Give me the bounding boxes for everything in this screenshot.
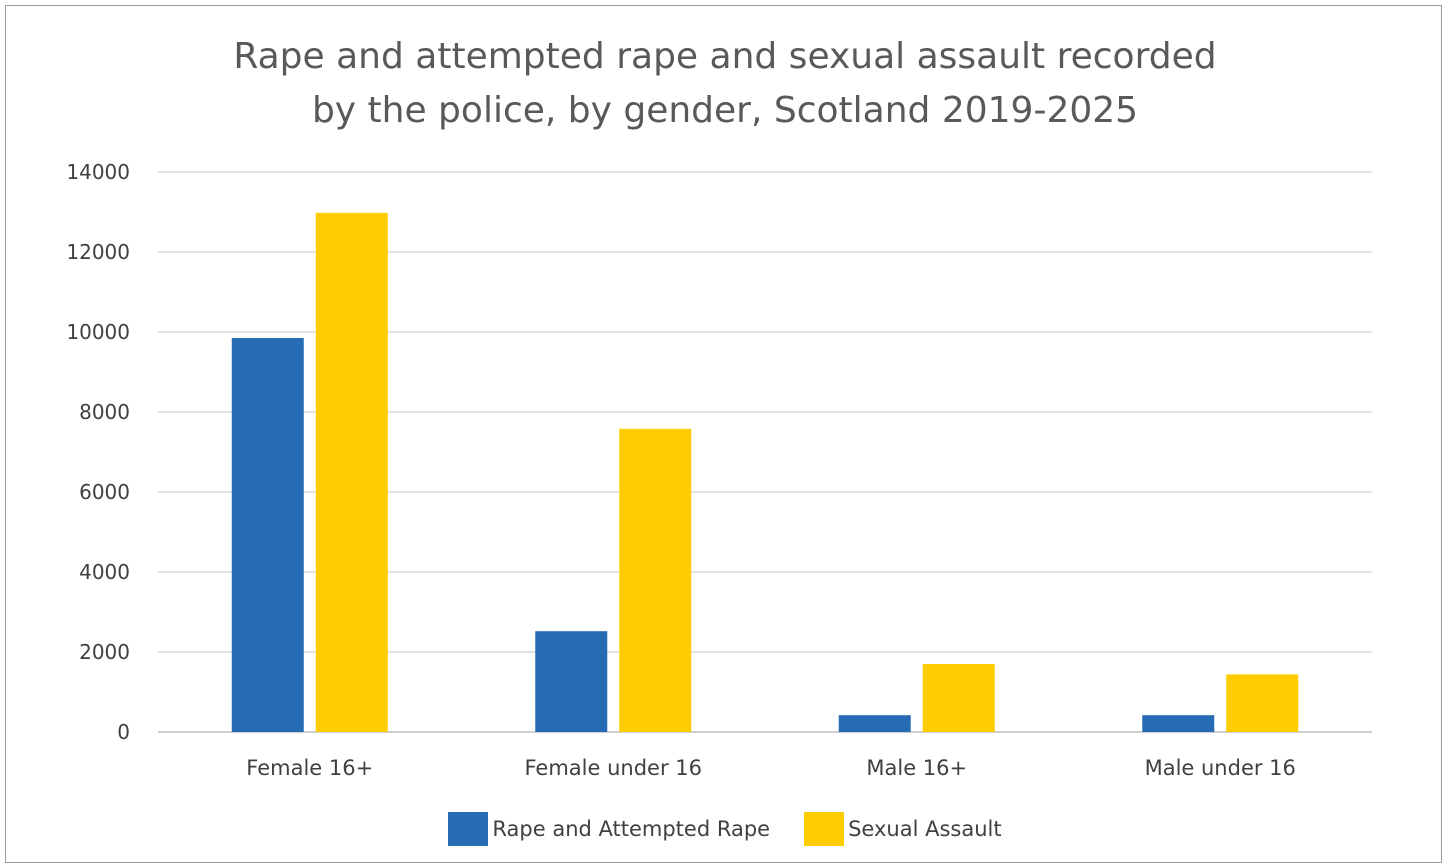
x-category-label: Female 16+ (246, 756, 373, 780)
x-category-label: Female under 16 (524, 756, 702, 780)
legend-swatch-sexual-assault (804, 812, 845, 846)
y-tick-label: 6000 (79, 480, 130, 504)
bar-sexual-assault (1226, 674, 1299, 732)
legend-label-rape: Rape and Attempted Rape (492, 817, 771, 841)
y-tick-label: 10000 (66, 320, 130, 344)
legend-swatch-rape (448, 812, 489, 846)
legend-label-sexual-assault: Sexual Assault (848, 817, 1002, 841)
x-category-label: Male 16+ (866, 756, 967, 780)
bar-rape (535, 631, 608, 732)
legend: Rape and Attempted Rape Sexual Assault (0, 812, 1450, 846)
chart-title-line-1: Rape and attempted rape and sexual assau… (233, 36, 1217, 77)
y-tick-label: 2000 (79, 640, 130, 664)
y-tick-label: 8000 (79, 400, 130, 424)
bar-rape (1142, 715, 1215, 732)
y-tick-label: 14000 (66, 160, 130, 184)
chart-title-line-2: by the police, by gender, Scotland 2019-… (311, 90, 1139, 131)
bar-sexual-assault (619, 428, 692, 732)
chart-title: Rape and attempted rape and sexual assau… (0, 30, 1450, 138)
legend-item-rape: Rape and Attempted Rape (448, 812, 770, 846)
y-tick-label: 12000 (66, 240, 130, 264)
bar-sexual-assault (922, 664, 995, 732)
legend-item-sexual-assault: Sexual Assault (804, 812, 1002, 846)
bar-rape (231, 338, 304, 732)
y-tick-label: 0 (117, 720, 130, 744)
bar-rape (838, 715, 911, 732)
bar-sexual-assault (315, 212, 388, 733)
y-tick-label: 4000 (79, 560, 130, 584)
x-category-label: Male under 16 (1145, 756, 1296, 780)
